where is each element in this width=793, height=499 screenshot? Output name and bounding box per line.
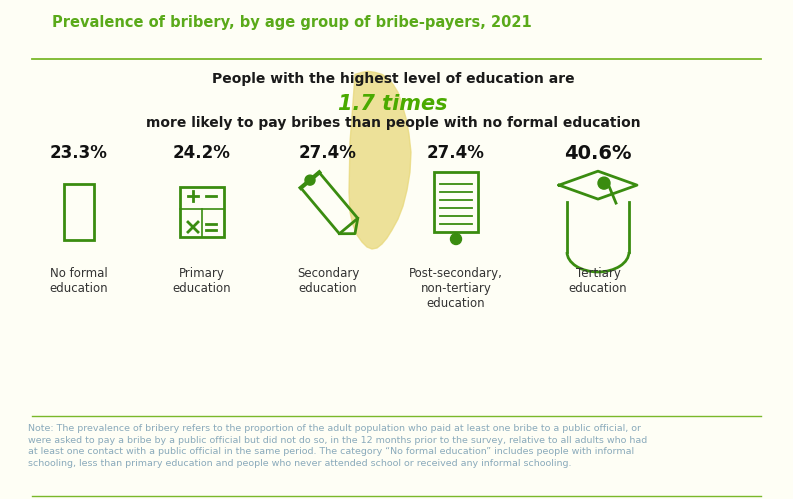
- Text: 40.6%: 40.6%: [565, 144, 632, 163]
- Text: 27.4%: 27.4%: [427, 144, 485, 162]
- Circle shape: [450, 234, 462, 245]
- Text: Primary
education: Primary education: [173, 267, 232, 295]
- Circle shape: [598, 177, 610, 189]
- Polygon shape: [349, 71, 411, 249]
- Text: 23.3%: 23.3%: [50, 144, 108, 162]
- Text: more likely to pay bribes than people with no formal education: more likely to pay bribes than people wi…: [146, 116, 640, 130]
- Text: People with the highest level of education are: People with the highest level of educati…: [212, 72, 574, 86]
- Text: 1.7 times: 1.7 times: [339, 94, 448, 114]
- Text: Post-secondary,
non-tertiary
education: Post-secondary, non-tertiary education: [409, 267, 503, 310]
- Text: Secondary
education: Secondary education: [297, 267, 359, 295]
- Text: Prevalence of bribery, by age group of bribe-payers, 2021: Prevalence of bribery, by age group of b…: [52, 15, 532, 30]
- Text: 24.2%: 24.2%: [173, 144, 231, 162]
- Text: Note: The prevalence of bribery refers to the proportion of the adult population: Note: The prevalence of bribery refers t…: [28, 424, 647, 468]
- Bar: [180, 187, 224, 237]
- Bar: [434, 172, 478, 232]
- Circle shape: [305, 175, 315, 185]
- Bar: [64, 184, 94, 240]
- Text: 27.4%: 27.4%: [299, 144, 357, 162]
- Text: Tertiary
education: Tertiary education: [569, 267, 627, 295]
- Text: No formal
education: No formal education: [50, 267, 109, 295]
